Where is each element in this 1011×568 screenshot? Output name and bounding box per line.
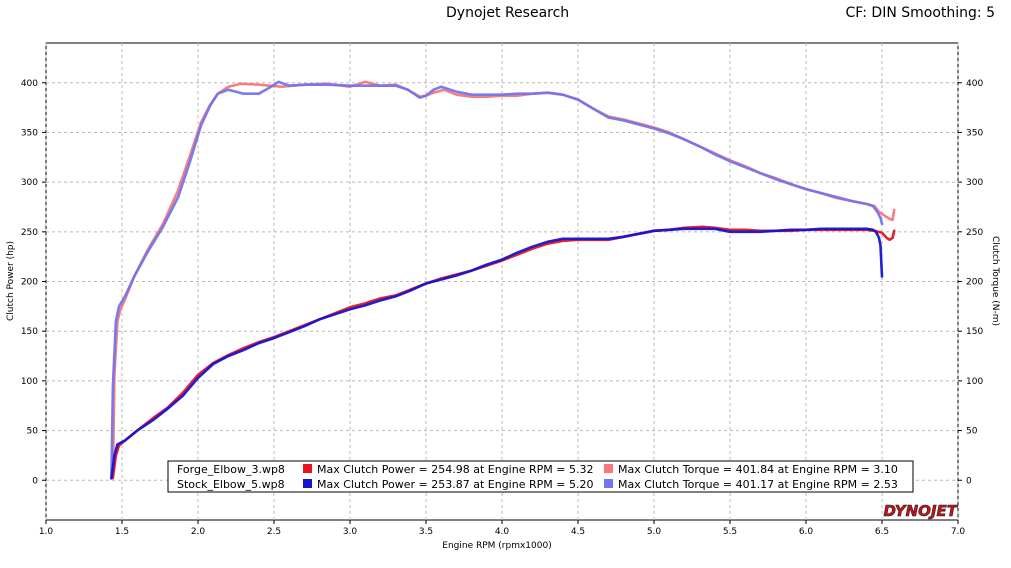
x-tick-label: 5.0 [647,527,662,537]
legend-power-0: Max Clutch Power = 254.98 at Engine RPM … [317,463,593,476]
y-tick-label-right: 200 [966,278,983,288]
x-tick-label: 4.0 [495,527,510,537]
legend-torque-swatch-0 [604,464,613,473]
y-tick-label-left: 250 [21,228,38,238]
legend-torque-0: Max Clutch Torque = 401.84 at Engine RPM… [618,463,898,476]
y-tick-label-left: 200 [21,278,38,288]
y-tick-label-left: 150 [21,327,38,337]
x-tick-label: 1.5 [115,527,129,537]
y-tick-label-right: 250 [966,228,983,238]
legend-power-swatch-0 [303,464,312,473]
x-tick-label: 2.0 [191,527,206,537]
legend-file-1: Stock_Elbow_5.wp8 [177,478,285,491]
legend-power-swatch-1 [303,479,312,488]
y-tick-label-right: 100 [966,377,983,387]
y-axis-left-label: Clutch Power (hp) [6,241,16,321]
x-tick-label: 4.5 [571,527,585,537]
x-tick-label: 3.0 [343,527,358,537]
y-tick-label-right: 0 [966,476,972,486]
x-tick-label: 1.0 [39,527,54,537]
y-tick-label-right: 50 [966,427,978,437]
y-tick-label-left: 300 [21,178,38,188]
series-line-stock-elbow-5-wp8-clutch-power [110,227,884,480]
y-tick-label-left: 0 [32,476,38,486]
y-tick-label-left: 350 [21,128,38,138]
x-axis-label: Engine RPM (rpmx1000) [442,541,551,551]
series-lines [110,80,896,480]
x-tick-label: 6.0 [799,527,814,537]
cf-smoothing-label: CF: DIN Smoothing: 5 [845,5,995,21]
x-tick-label: 7.0 [951,527,966,537]
y-tick-label-left: 50 [27,427,39,437]
y-tick-label-left: 100 [21,377,38,387]
chart-title: Dynojet Research [446,5,570,21]
x-tick-label: 5.5 [723,527,737,537]
x-tick-label: 3.5 [419,527,433,537]
legend-power-1: Max Clutch Power = 253.87 at Engine RPM … [317,478,593,491]
legend-file-0: Forge_Elbow_3.wp8 [177,463,285,476]
x-tick-label: 2.5 [267,527,281,537]
y-axis-right-label: Clutch Torque (N-m) [990,236,1000,326]
axis-ticks: 1.0 1.5 2.0 2.5 3.0 3.5 4.0 4.5 5.0 5.5 6.0 6.5 7.0 0… [21,79,984,537]
y-tick-label-right: 150 [966,327,983,337]
x-tick-label: 6.5 [875,527,889,537]
legend-box: Forge_Elbow_3.wp8 Max Clutch Power = 254… [167,460,914,493]
series-line-stock-elbow-5-wp8-clutch-torque [110,80,884,480]
y-tick-label-right: 350 [966,128,983,138]
y-tick-label-right: 300 [966,178,983,188]
y-tick-label-left: 400 [21,79,38,89]
dynojet-logo: DYNOJET [883,502,958,520]
legend-torque-swatch-1 [604,479,613,488]
legend-torque-1: Max Clutch Torque = 401.17 at Engine RPM… [618,478,898,491]
y-tick-label-right: 400 [966,79,983,89]
